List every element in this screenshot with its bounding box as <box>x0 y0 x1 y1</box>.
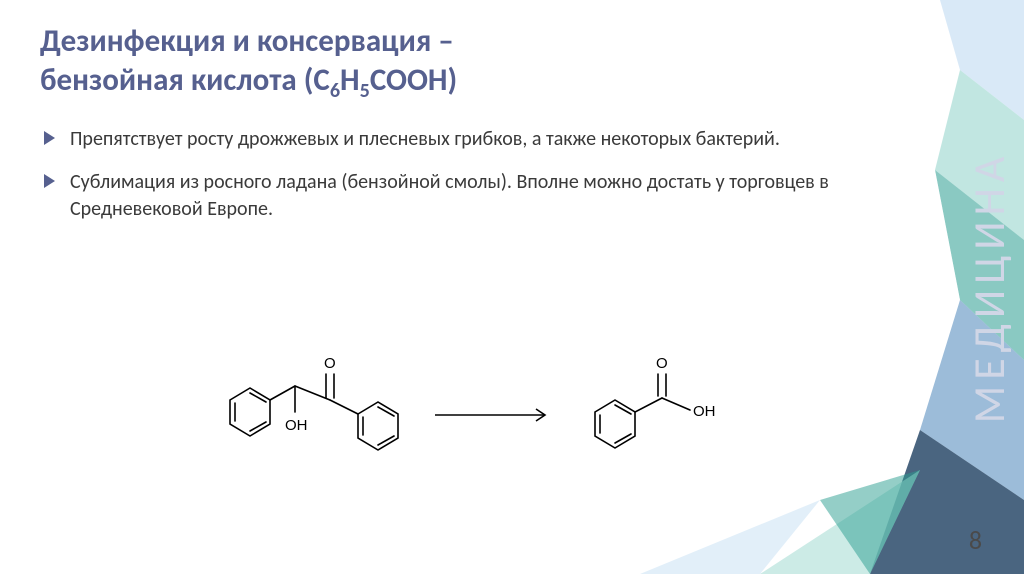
label-oh-reactant: OH <box>285 417 308 434</box>
chemistry-diagram: OH O O OH <box>200 340 760 490</box>
title-line2: бензойная кислота (C6H5COOH) <box>40 61 457 99</box>
slide: Дезинфекция и консервация – бензойная ки… <box>0 0 1024 574</box>
label-oh-product: OH <box>693 403 716 420</box>
label-o-reactant: O <box>324 355 336 372</box>
bullet-text: Сублимация из росного ладана (бензойной … <box>70 170 829 221</box>
list-item: Препятствует росту дрожжевых и плесневых… <box>44 126 904 153</box>
label-o-product: O <box>656 355 668 372</box>
phenyl-left <box>230 388 270 436</box>
reaction-arrow-icon <box>435 409 545 421</box>
title-line1: Дезинфекция и консервация – <box>40 22 454 60</box>
list-item: Сублимация из росного ладана (бензойной … <box>44 169 904 223</box>
content-area: Дезинфекция и консервация – бензойная ки… <box>40 22 904 239</box>
bullet-triangle-icon <box>44 174 55 188</box>
page-number: 8 <box>969 524 982 556</box>
bullet-text: Препятствует росту дрожжевых и плесневых… <box>70 127 780 151</box>
bullet-triangle-icon <box>44 131 55 145</box>
bullet-list: Препятствует росту дрожжевых и плесневых… <box>40 126 904 223</box>
slide-title: Дезинфекция и консервация – бензойная ки… <box>40 22 904 104</box>
phenyl-product <box>595 400 635 448</box>
phenyl-right <box>358 402 398 450</box>
side-category-label: МЕДИЦИНА <box>962 151 1016 424</box>
